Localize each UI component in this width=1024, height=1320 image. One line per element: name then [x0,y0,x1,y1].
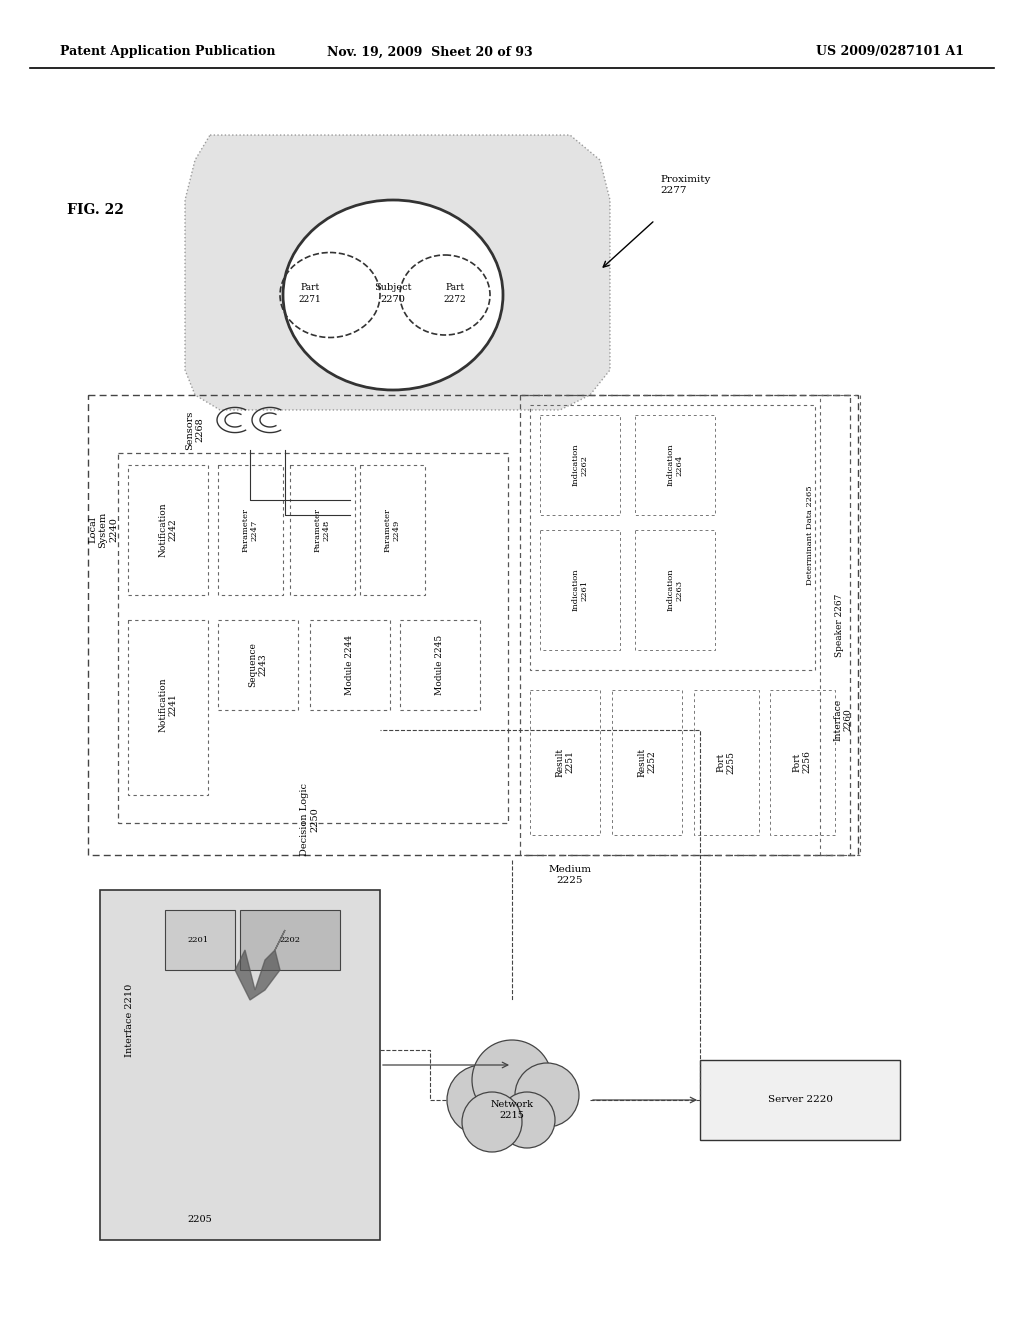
Text: Part: Part [445,284,465,293]
Text: Notification
2242: Notification 2242 [159,503,178,557]
Bar [88,395,858,855]
Text: Nov. 19, 2009  Sheet 20 of 93: Nov. 19, 2009 Sheet 20 of 93 [328,45,532,58]
Text: Module 2245: Module 2245 [435,635,444,696]
Text: 2272: 2272 [443,296,466,305]
Text: Indication
2264: Indication 2264 [667,444,684,486]
Bar [310,620,390,710]
Bar [635,414,715,515]
Bar [360,465,425,595]
Text: 2270: 2270 [381,296,406,305]
Text: 2205: 2205 [187,1216,212,1225]
Circle shape [499,1092,555,1148]
Text: Speaker 2267: Speaker 2267 [836,593,845,656]
Text: Module 2244: Module 2244 [345,635,354,696]
Polygon shape [234,931,285,1001]
Bar [700,1060,900,1140]
Text: Port
2255: Port 2255 [717,751,735,774]
Text: Parameter
2247: Parameter 2247 [242,508,259,552]
Text: Parameter
2248: Parameter 2248 [313,508,331,552]
Bar [820,395,860,855]
Text: 2271: 2271 [299,294,322,304]
Text: Interface 2210: Interface 2210 [126,983,134,1056]
Text: Notification
2241: Notification 2241 [159,677,178,733]
Bar [128,620,208,795]
Text: Network
2215: Network 2215 [490,1101,534,1119]
Text: Proximity
2277: Proximity 2277 [660,176,711,195]
Bar [100,890,380,1239]
Circle shape [447,1065,517,1135]
Text: Local
System
2240: Local System 2240 [88,512,118,548]
Bar [118,453,508,822]
Text: Medium
2225: Medium 2225 [549,866,592,884]
Circle shape [472,1040,552,1119]
Bar [165,909,234,970]
Text: US 2009/0287101 A1: US 2009/0287101 A1 [816,45,964,58]
Bar [530,690,600,836]
Bar [635,531,715,649]
Text: Parameter
2249: Parameter 2249 [383,508,400,552]
Text: Decision Logic
2250: Decision Logic 2250 [300,784,319,857]
Text: Result
2252: Result 2252 [637,747,656,776]
Text: Sensors
2268: Sensors 2268 [185,411,205,450]
Text: Sequence
2243: Sequence 2243 [248,643,267,688]
Bar [612,690,682,836]
Text: 2202: 2202 [280,936,300,944]
Circle shape [462,1092,522,1152]
Text: Subject: Subject [374,284,412,293]
Ellipse shape [283,201,503,389]
Text: 2201: 2201 [187,936,209,944]
Bar [218,620,298,710]
Text: Patent Application Publication: Patent Application Publication [60,45,275,58]
Bar [520,395,850,855]
Circle shape [515,1063,579,1127]
Text: Determinant Data 2265: Determinant Data 2265 [806,486,814,585]
Text: Indication
2262: Indication 2262 [571,444,589,486]
Text: FIG. 22: FIG. 22 [67,203,124,216]
Bar [694,690,759,836]
Text: Indication
2263: Indication 2263 [667,569,684,611]
Polygon shape [185,135,610,411]
Text: Result
2251: Result 2251 [555,747,574,776]
Text: Port
2256: Port 2256 [793,751,812,774]
Bar [128,465,208,595]
Bar [218,465,283,595]
Text: Part: Part [300,284,319,293]
Bar [540,531,620,649]
Bar [540,414,620,515]
Bar [770,690,835,836]
Bar [400,620,480,710]
Bar [240,909,340,970]
Text: Indication
2261: Indication 2261 [571,569,589,611]
Text: Interface
2260: Interface 2260 [834,698,853,741]
Bar [530,405,815,671]
Text: Server 2220: Server 2220 [768,1096,833,1105]
Bar [290,465,355,595]
